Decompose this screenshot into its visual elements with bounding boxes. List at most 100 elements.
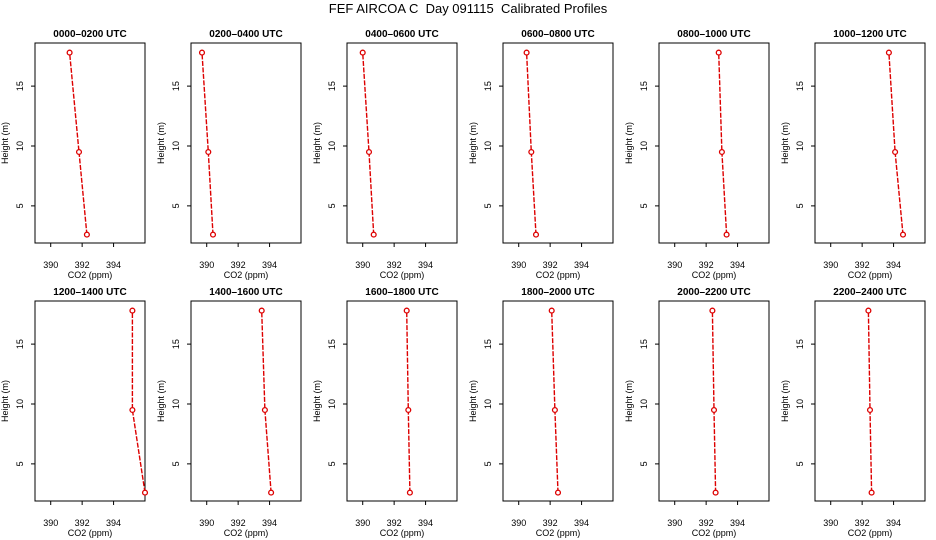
profile-point — [528, 148, 535, 156]
profile-point — [129, 406, 136, 414]
x-axis-label: CO2 (ppm) — [68, 528, 113, 538]
x-axis-label: CO2 (ppm) — [68, 270, 113, 280]
profile-line — [362, 52, 375, 235]
plot-frame — [190, 42, 302, 244]
x-tick-label: 394 — [730, 518, 745, 528]
x-axis-label: CO2 (ppm) — [224, 528, 269, 538]
x-tick-label: 394 — [106, 518, 121, 528]
profile-panel: 2000–2200 UTC 390 392 394 5 10 15 CO2 (ppm) Heig… — [624, 287, 770, 538]
profile-point — [868, 489, 875, 496]
x-tick-label: 394 — [262, 260, 277, 270]
profile-line — [201, 52, 214, 235]
profile-point — [365, 148, 373, 156]
profile-panel: 1600–1800 UTC 390 392 394 5 10 15 CO2 (ppm) Heig… — [312, 287, 458, 538]
profile-line — [261, 310, 272, 493]
profile-line — [888, 52, 904, 235]
profile-point — [548, 307, 555, 314]
y-axis-label: Height (m) — [156, 122, 166, 164]
y-tick-label: 15 — [639, 81, 649, 91]
x-axis-label: CO2 (ppm) — [536, 270, 581, 280]
profile-point — [715, 49, 722, 56]
y-axis-label: Height (m) — [468, 122, 478, 164]
y-axis-label: Height (m) — [312, 380, 322, 422]
y-axis-label: Height (m) — [780, 380, 790, 422]
panel-title: 1000–1200 UTC — [833, 29, 906, 40]
x-axis-label: CO2 (ppm) — [848, 528, 893, 538]
profile-line — [551, 310, 559, 493]
x-tick-label: 390 — [511, 260, 526, 270]
panel-title: 0800–1000 UTC — [677, 29, 750, 40]
x-axis-label: CO2 (ppm) — [848, 270, 893, 280]
panel-title: 0200–0400 UTC — [209, 29, 282, 40]
profile-line — [718, 52, 728, 235]
y-tick-label: 10 — [15, 141, 25, 151]
x-tick-label: 390 — [667, 260, 682, 270]
plot-frame — [658, 42, 770, 244]
y-tick-label: 5 — [15, 461, 25, 466]
panel-title: 1200–1400 UTC — [53, 287, 126, 298]
profile-point — [198, 49, 206, 56]
profile-point — [551, 406, 558, 414]
x-tick-label: 390 — [511, 518, 526, 528]
y-axis-label: Height (m) — [468, 380, 478, 422]
x-tick-label: 392 — [855, 518, 870, 528]
profile-point — [406, 489, 413, 496]
x-tick-label: 390 — [823, 518, 838, 528]
profile-point — [75, 148, 83, 156]
x-tick-label: 390 — [199, 518, 214, 528]
profile-panel: 1200–1400 UTC 390 392 394 5 10 15 CO2 (ppm) Heig… — [0, 287, 149, 538]
profile-panel: 0200–0400 UTC 390 392 394 5 10 15 CO2 (ppm) Heig… — [156, 29, 302, 280]
y-tick-label: 15 — [327, 339, 337, 349]
x-tick-label: 390 — [823, 260, 838, 270]
x-tick-label: 394 — [574, 518, 589, 528]
plot-frame — [346, 300, 458, 502]
y-tick-label: 10 — [327, 399, 337, 409]
y-tick-label: 10 — [639, 141, 649, 151]
x-tick-label: 394 — [418, 518, 433, 528]
panel-title: 1800–2000 UTC — [521, 287, 594, 298]
y-tick-label: 5 — [171, 203, 181, 208]
profile-point — [209, 231, 217, 238]
panel-title: 2200–2400 UTC — [833, 287, 906, 298]
x-tick-label: 390 — [667, 518, 682, 528]
y-tick-label: 15 — [483, 339, 493, 349]
y-tick-label: 5 — [483, 461, 493, 466]
plot-frame — [502, 42, 614, 244]
x-tick-label: 394 — [418, 260, 433, 270]
x-tick-label: 394 — [730, 260, 745, 270]
y-tick-label: 15 — [483, 81, 493, 91]
y-tick-label: 15 — [639, 339, 649, 349]
x-tick-label: 390 — [43, 518, 58, 528]
y-tick-label: 10 — [171, 141, 181, 151]
y-tick-label: 5 — [795, 203, 805, 208]
x-tick-label: 390 — [199, 260, 214, 270]
profile-panel: 0600–0800 UTC 390 392 394 5 10 15 CO2 (ppm) Heig… — [468, 29, 614, 280]
profile-point — [892, 148, 899, 156]
profile-point — [865, 307, 872, 314]
plot-frame — [814, 300, 926, 502]
y-tick-label: 5 — [327, 203, 337, 208]
profile-point — [205, 148, 212, 156]
profile-point — [899, 231, 907, 238]
y-axis-label: Height (m) — [624, 122, 634, 164]
x-tick-label: 394 — [574, 260, 589, 270]
profile-point — [129, 307, 136, 314]
profile-point — [554, 489, 562, 496]
profile-point — [710, 406, 718, 414]
y-tick-label: 5 — [639, 203, 649, 208]
y-tick-label: 15 — [15, 81, 25, 91]
x-axis-label: CO2 (ppm) — [380, 528, 425, 538]
y-tick-label: 15 — [795, 339, 805, 349]
profile-panel: 2200–2400 UTC 390 392 394 5 10 15 CO2 (ppm) Heig… — [780, 287, 926, 538]
profile-line — [68, 52, 88, 235]
profile-panel: 1400–1600 UTC 390 392 394 5 10 15 CO2 (ppm) Heig… — [156, 287, 302, 538]
profile-point — [712, 489, 719, 496]
plot-frame — [190, 300, 302, 502]
profile-point — [66, 49, 73, 56]
profile-panel: 0400–0600 UTC 390 392 394 5 10 15 CO2 (ppm) Heig… — [312, 29, 458, 280]
profile-panel: 0000–0200 UTC 390 392 394 5 10 15 CO2 (ppm) Heig… — [0, 29, 146, 280]
x-tick-label: 392 — [75, 518, 90, 528]
x-axis-label: CO2 (ppm) — [380, 270, 425, 280]
x-tick-label: 392 — [231, 260, 246, 270]
y-tick-label: 10 — [483, 141, 493, 151]
